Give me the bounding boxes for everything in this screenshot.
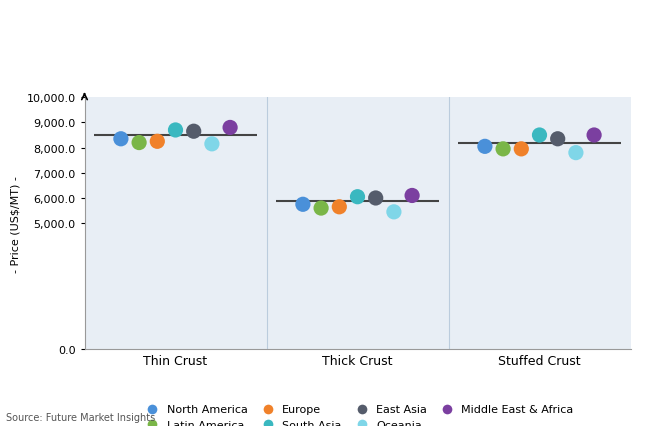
- Point: [298, 201, 308, 208]
- Point: [571, 150, 581, 157]
- Y-axis label: - Price (US$/MT) -: - Price (US$/MT) -: [11, 176, 21, 272]
- Text: Source: Future Market Insights: Source: Future Market Insights: [6, 412, 156, 422]
- Point: [316, 205, 326, 212]
- Point: [552, 136, 563, 143]
- Point: [370, 195, 381, 202]
- Legend: North America, Latin America, Europe, South Asia, East Asia, Oceania, Middle Eas: North America, Latin America, Europe, So…: [137, 400, 578, 426]
- Point: [152, 138, 162, 145]
- Point: [116, 136, 126, 143]
- Point: [498, 146, 508, 153]
- Point: [334, 204, 345, 211]
- Point: [389, 209, 399, 216]
- Point: [407, 193, 417, 199]
- Point: [516, 146, 526, 153]
- Point: [480, 144, 490, 150]
- Point: [352, 194, 363, 201]
- Point: [188, 129, 199, 135]
- Point: [589, 132, 599, 139]
- Point: [134, 140, 144, 147]
- Point: [534, 132, 545, 139]
- Point: [225, 125, 235, 132]
- Point: [170, 127, 181, 134]
- Point: [207, 141, 217, 148]
- Text: Frozen Pizza Market- Price Benchmark by Key Regions & Crust
Type, 2021: Frozen Pizza Market- Price Benchmark by …: [10, 32, 499, 62]
